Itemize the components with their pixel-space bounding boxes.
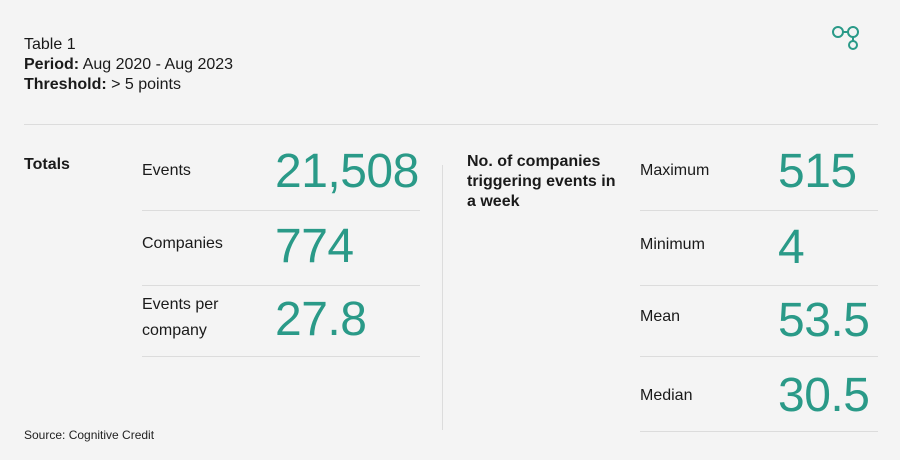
weekly-title: No. of companies triggering events in a … <box>467 153 616 210</box>
row-value-events: 21,508 <box>275 145 419 198</box>
table-header: Table 1 Period: Aug 2020 - Aug 2023 Thre… <box>24 35 233 95</box>
threshold-label: Threshold: <box>24 76 107 93</box>
period-value: Aug 2020 - Aug 2023 <box>82 56 234 73</box>
threshold-line: Threshold: > 5 points <box>24 75 233 95</box>
row-value-minimum: 4 <box>778 221 805 274</box>
row-value-companies: 774 <box>275 220 354 273</box>
totals-title: Totals <box>24 156 70 173</box>
row-divider <box>142 210 420 211</box>
row-value-maximum: 515 <box>778 145 857 198</box>
row-divider <box>640 356 878 357</box>
row-divider <box>640 210 878 211</box>
threshold-value: > 5 points <box>111 76 181 93</box>
row-label-events: Events <box>142 162 191 179</box>
row-label-mean: Mean <box>640 308 681 325</box>
row-label-median: Median <box>640 387 693 404</box>
top-divider <box>24 124 878 125</box>
row-label-events-per-company: Events per company <box>142 296 219 339</box>
row-value-events-per-company: 27.8 <box>275 293 367 346</box>
row-divider <box>142 285 420 286</box>
row-divider <box>142 356 420 357</box>
row-divider <box>640 431 878 432</box>
table-label: Table 1 <box>24 36 76 53</box>
source-note: Source: Cognitive Credit <box>24 428 155 442</box>
row-value-median: 30.5 <box>778 369 870 422</box>
column-divider <box>442 165 443 430</box>
period-label: Period: <box>24 56 80 73</box>
period-line: Period: Aug 2020 - Aug 2023 <box>24 55 233 75</box>
row-label-companies: Companies <box>142 235 223 252</box>
row-label-maximum: Maximum <box>640 162 710 179</box>
row-divider <box>640 285 878 286</box>
row-value-mean: 53.5 <box>778 294 870 347</box>
row-label-minimum: Minimum <box>640 236 705 253</box>
linked-circles-icon <box>832 26 859 50</box>
